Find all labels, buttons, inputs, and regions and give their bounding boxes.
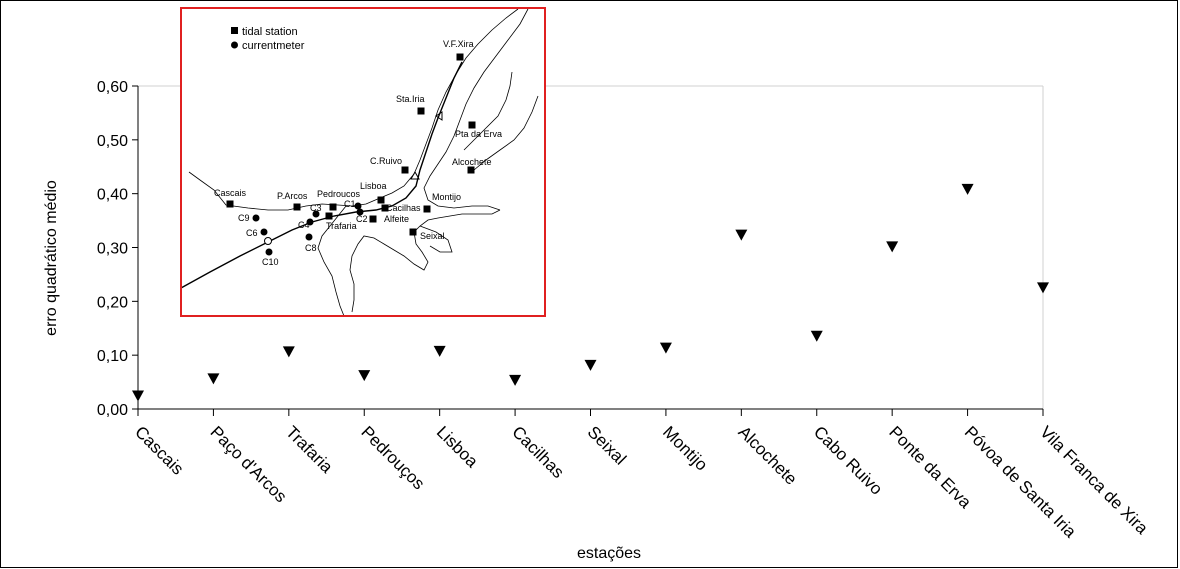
data-point	[132, 390, 144, 402]
tidal-station-marker	[423, 205, 431, 213]
data-point	[810, 330, 823, 342]
y-tick-label: 0,30	[97, 241, 128, 258]
inset-map: V.F.Xira Sta.Iria Pta da Erva C.Ruivo Alcoch…	[180, 7, 546, 317]
tidal-station-label: V.F.Xira	[443, 39, 474, 49]
x-tick-label: Pedrouços	[357, 422, 428, 493]
tidal-station-marker	[417, 107, 425, 115]
tidal-station-label: Alfeite	[384, 214, 409, 224]
tidal-station-marker	[226, 200, 234, 208]
data-point	[1037, 282, 1049, 294]
tidal-station-label: C.Ruivo	[370, 156, 402, 166]
tidal-station-marker	[369, 215, 377, 223]
currentmeter-label: C6	[246, 228, 258, 238]
data-point	[207, 373, 220, 385]
currentmeter-marker	[265, 248, 273, 256]
currentmeter-label: C1	[344, 199, 356, 209]
x-tick-label: Cacilhas	[508, 422, 568, 482]
currentmeter-marker	[356, 208, 364, 216]
y-tick-label: 0,50	[97, 133, 128, 150]
currentmeter-label: C8	[305, 243, 317, 253]
tidal-station-marker	[325, 212, 333, 220]
currentmeter-marker	[312, 210, 320, 218]
tidal-station-label: Pedroucos	[317, 189, 361, 199]
triangle-marker	[410, 170, 420, 180]
coastline	[188, 8, 539, 317]
tidal-station-marker	[329, 203, 337, 211]
tidal-station-marker	[456, 53, 464, 61]
currentmeter-marker-open	[264, 237, 272, 245]
tidal-station-label: Pta da Erva	[455, 129, 502, 139]
legend-tidal-station: tidal station	[242, 26, 298, 38]
x-tick-label: Alcochete	[735, 422, 801, 488]
currentmeter-marker	[252, 214, 260, 222]
currentmeter-marker	[260, 228, 268, 236]
y-tick-label: 0,20	[97, 294, 128, 311]
tidal-station-label: Sta.Iria	[396, 94, 425, 104]
currentmeter-marker	[305, 233, 313, 241]
tidal-station-marker	[401, 166, 409, 174]
x-tick-label: Cabo Ruivo	[810, 422, 886, 498]
currentmeter-marker	[354, 202, 362, 210]
y-axis: 0,00 0,10 0,20 0,30 0,40 0,50 0,60	[97, 79, 139, 419]
tidal-station-label: Montijo	[432, 192, 461, 202]
currentmeter-marker	[306, 218, 314, 226]
x-tick-label: Paço d'Arcos	[207, 422, 291, 506]
tidal-station-label: Trafaria	[326, 221, 357, 231]
currentmeter-label: C10	[262, 257, 279, 267]
legend-circle-icon	[231, 41, 238, 49]
y-axis-title: erro quadrático médio	[43, 180, 60, 336]
tidal-station-label: P.Arcos	[277, 191, 308, 201]
tidal-station-markers: V.F.Xira Sta.Iria Pta da Erva C.Ruivo Alcoch…	[214, 39, 502, 241]
x-tick-label: Cascais	[131, 422, 187, 478]
tidal-station-label: Lisboa	[360, 181, 387, 191]
tidal-station-marker	[293, 203, 301, 211]
x-tick-label: Seixal	[584, 422, 630, 468]
tidal-station-marker	[409, 228, 417, 236]
currentmeter-label: C2	[356, 214, 368, 224]
y-tick-label: 0,40	[97, 187, 128, 204]
tidal-station-label: Cascais	[214, 188, 247, 198]
tidal-station-label: Seixal	[420, 231, 445, 241]
currentmeter-label: C4	[298, 220, 310, 230]
x-tick-label: Montijo	[659, 422, 711, 474]
data-point	[735, 229, 748, 241]
legend-square-icon	[231, 27, 238, 34]
x-tick-label: Trafaria	[282, 422, 337, 477]
x-axis-title: estações	[577, 545, 641, 562]
data-point	[886, 241, 899, 253]
tidal-station-marker	[467, 166, 475, 174]
currentmeter-label: C9	[238, 213, 250, 223]
data-points	[132, 183, 1049, 402]
x-tick-label: Lisboa	[433, 422, 482, 471]
legend-currentmeter: currentmeter	[242, 40, 305, 52]
data-point	[584, 359, 597, 371]
tidal-station-label: Alcochete	[452, 157, 492, 167]
data-point	[282, 346, 295, 358]
tidal-station-marker	[468, 121, 476, 129]
data-point	[659, 342, 672, 354]
currentmeter-label: C3	[310, 203, 322, 213]
tidal-station-label: Cacilhas	[386, 203, 421, 213]
inset-map-border	[180, 7, 546, 317]
inset-map-background	[181, 8, 545, 316]
triangle-marker	[435, 111, 443, 121]
y-tick-label: 0,60	[97, 79, 128, 96]
y-tick-label: 0,00	[97, 402, 128, 419]
data-point	[509, 374, 522, 386]
data-point	[358, 370, 371, 382]
y-tick-label: 0,10	[97, 348, 128, 365]
tidal-station-marker	[377, 196, 385, 204]
tidal-station-marker	[381, 204, 389, 212]
data-point	[961, 183, 974, 195]
data-point	[433, 345, 446, 357]
